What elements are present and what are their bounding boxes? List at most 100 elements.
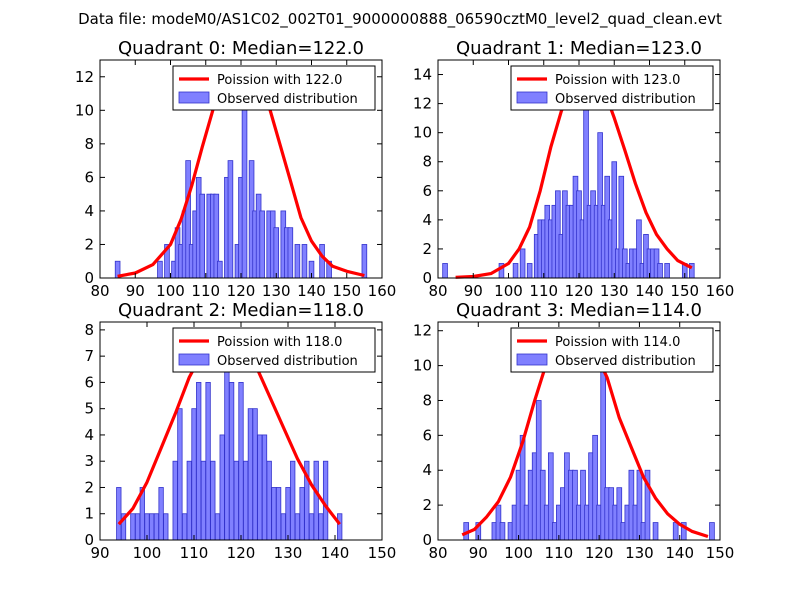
histogram-bar xyxy=(205,382,211,541)
histogram-bar xyxy=(214,513,221,541)
y-tick-label: 2 xyxy=(84,478,94,496)
x-tick-label: 90 xyxy=(469,544,488,562)
histogram-bar xyxy=(337,513,343,541)
histogram-bar xyxy=(652,522,659,541)
x-tick-label: 110 xyxy=(529,282,558,300)
histogram-bar xyxy=(301,244,308,279)
histogram-bar xyxy=(308,513,315,541)
histogram-bar xyxy=(181,513,188,541)
histogram-bar xyxy=(217,260,223,279)
legend-label-poisson: Poission with 123.0 xyxy=(555,73,680,88)
legend-label-observed: Observed distribution xyxy=(217,92,358,107)
quadrant-3-plot: Quadrant 3: Median=114.080 90 100 110 120 130… xyxy=(413,300,734,562)
histogram-bar xyxy=(526,263,533,279)
histogram-bar xyxy=(318,513,324,541)
legend: Poission with 114.0 Observed distribution xyxy=(510,327,714,373)
y-tick-label: 1 xyxy=(84,505,94,523)
x-tick-label: 120 xyxy=(227,282,256,300)
y-tick-label: 8 xyxy=(422,153,432,171)
legend-label-poisson: Poission with 118.0 xyxy=(217,335,342,350)
x-tick-label: 150 xyxy=(332,282,361,300)
x-tick-label: 80 xyxy=(428,544,447,562)
y-tick-label: 6 xyxy=(422,426,432,444)
legend-label-observed: Observed distribution xyxy=(217,354,358,369)
histogram-bar xyxy=(158,487,164,541)
histogram-bar xyxy=(252,408,258,541)
x-tick-label: 110 xyxy=(545,544,574,562)
quadrant-0-plot: Quadrant 0: Median=122.080 90 100 110 120 130… xyxy=(75,38,396,300)
y-tick-label: 6 xyxy=(84,373,94,391)
histogram-bar xyxy=(116,487,122,541)
figure-suptitle: Data file: modeM0/AS1C02_002T01_90000008… xyxy=(78,10,722,29)
y-tick-label: 8 xyxy=(84,321,94,339)
histogram-bar xyxy=(285,487,291,541)
histogram-bar xyxy=(294,244,301,279)
histogram-bar xyxy=(266,460,272,541)
histogram-bar xyxy=(442,263,448,279)
quadrant-2-plot: Quadrant 2: Median=118.090 100 110 120 130 14… xyxy=(84,300,396,562)
x-tick-label: 140 xyxy=(665,544,694,562)
histogram-bar xyxy=(512,263,519,279)
y-tick-label: 4 xyxy=(422,211,432,229)
histogram-bar xyxy=(290,460,296,541)
x-tick-label: 130 xyxy=(600,282,629,300)
y-tick-label: 4 xyxy=(84,202,94,220)
histogram-bar xyxy=(247,408,254,541)
plot-title: Quadrant 2: Median=118.0 xyxy=(118,300,364,321)
histogram-bar xyxy=(709,522,715,541)
histogram-bar xyxy=(299,487,305,541)
histogram-bar xyxy=(228,382,235,541)
legend: Poission with 123.0 Observed distribution xyxy=(510,65,714,111)
histogram-bar xyxy=(271,487,277,541)
x-tick-label: 110 xyxy=(180,544,209,562)
x-tick-label: 120 xyxy=(227,544,256,562)
x-tick-label: 120 xyxy=(565,282,594,300)
histogram-bar xyxy=(199,193,206,279)
x-tick-label: 100 xyxy=(494,282,523,300)
histogram-bar xyxy=(319,244,325,279)
y-tick-label: 4 xyxy=(84,426,94,444)
y-tick-label: 12 xyxy=(413,322,432,340)
x-tick-label: 140 xyxy=(321,544,350,562)
plot-title: Quadrant 3: Median=114.0 xyxy=(456,300,702,321)
y-tick-label: 6 xyxy=(84,168,94,186)
x-tick-label: 130 xyxy=(625,544,654,562)
y-tick-label: 0 xyxy=(422,531,432,549)
y-tick-label: 2 xyxy=(422,240,432,258)
y-tick-label: 8 xyxy=(422,391,432,409)
histogram-bar xyxy=(210,460,216,541)
histogram-bar xyxy=(177,408,183,541)
y-tick-label: 0 xyxy=(84,269,94,287)
y-tick-label: 2 xyxy=(422,496,432,514)
y-tick-label: 6 xyxy=(422,182,432,200)
plot-title: Quadrant 1: Median=123.0 xyxy=(456,38,702,59)
histogram-bar xyxy=(261,434,268,541)
x-tick-label: 120 xyxy=(585,544,614,562)
histogram-bar xyxy=(361,244,368,279)
histogram-bar xyxy=(227,160,234,279)
x-tick-label: 140 xyxy=(297,282,326,300)
y-tick-label: 7 xyxy=(84,347,94,365)
legend-box xyxy=(172,65,376,111)
x-tick-label: 140 xyxy=(635,282,664,300)
axes-frame xyxy=(437,321,721,541)
x-tick-label: 130 xyxy=(262,282,291,300)
x-tick-label: 100 xyxy=(133,544,162,562)
y-tick-label: 12 xyxy=(413,95,432,113)
y-tick-label: 10 xyxy=(75,101,94,119)
legend-label-poisson: Poission with 114.0 xyxy=(555,335,680,350)
legend-bar-swatch xyxy=(178,91,210,104)
histogram-bar xyxy=(196,382,202,541)
x-tick-label: 150 xyxy=(368,544,397,562)
x-tick-label: 160 xyxy=(706,282,735,300)
x-tick-label: 100 xyxy=(504,544,533,562)
legend-label-observed: Observed distribution xyxy=(555,354,696,369)
histogram-bar xyxy=(499,522,506,541)
histogram-bar xyxy=(149,513,155,541)
legend: Poission with 122.0 Observed distribution xyxy=(172,65,376,111)
x-tick-label: 90 xyxy=(126,282,145,300)
histogram-bar xyxy=(219,434,225,541)
histogram-bar xyxy=(275,487,282,541)
y-tick-label: 2 xyxy=(84,235,94,253)
y-tick-label: 8 xyxy=(84,135,94,153)
